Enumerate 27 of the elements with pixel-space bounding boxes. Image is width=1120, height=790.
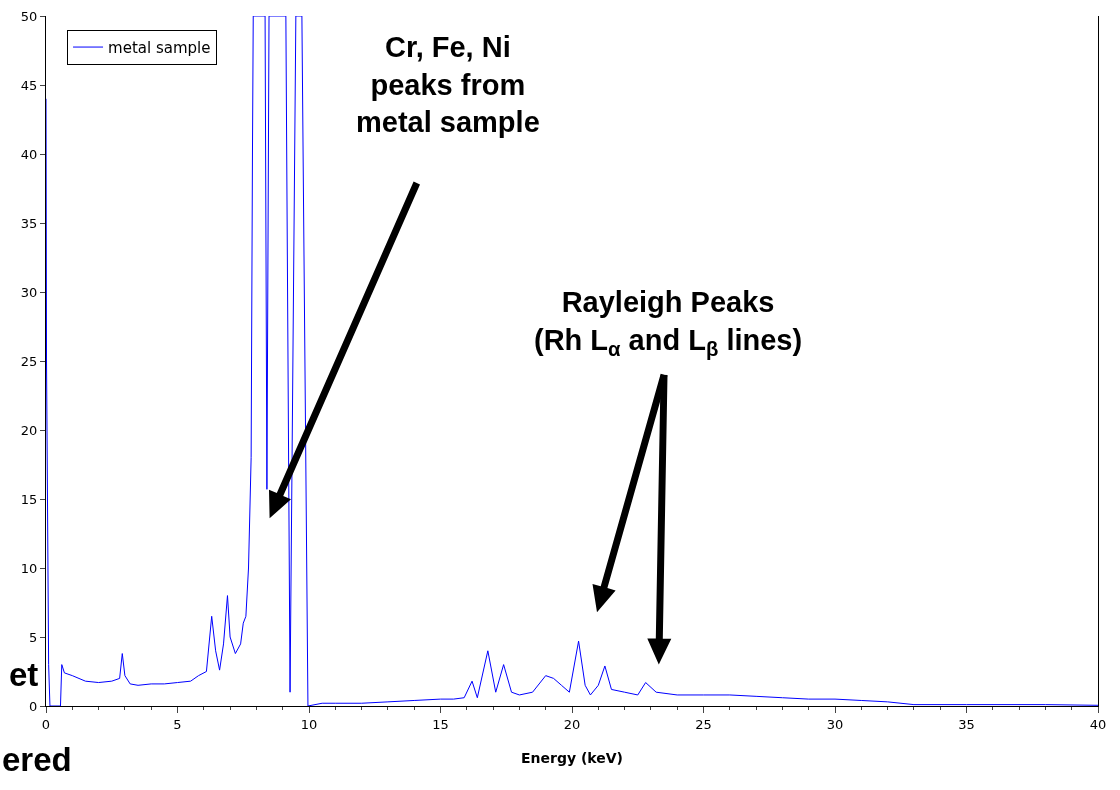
annotation: Rayleigh Peaks (Rh L$_{α}$ and L$_{β}$ lines) — [534, 286, 803, 360]
x-tick-label: 40 — [1089, 716, 1107, 732]
x-tick-label: 20 — [563, 716, 581, 732]
y-tick-label: 20 — [20, 422, 38, 438]
x-tick-label: 5 — [173, 716, 182, 732]
x-tick-label: 0 — [41, 716, 51, 732]
text: ered — [2, 741, 72, 778]
y-tick-label: 45 — [20, 77, 38, 93]
x-tick-label: 35 — [958, 716, 975, 732]
text: et — [9, 656, 39, 693]
y-tick-label: 35 — [20, 215, 38, 231]
line-series — [46, 16, 1098, 706]
y-tick-label: 40 — [20, 146, 38, 162]
x-axis-title: Energy (keV) — [520, 749, 624, 766]
x-tick-label: 10 — [300, 716, 318, 732]
x-tick-label: 25 — [695, 716, 712, 732]
y-tick-label: 30 — [20, 284, 38, 300]
annotation: Cr, Fe, Ni peaks from metal sample — [356, 31, 540, 139]
y-tick-label: 5 — [29, 629, 38, 645]
legend-label: metal sample — [108, 38, 211, 57]
y-tick-label: 15 — [20, 491, 38, 507]
y-tick-label: 50 — [20, 8, 38, 24]
y-tick-label: 25 — [20, 353, 38, 369]
y-tick-label: 10 — [20, 560, 38, 576]
y-tick-label: 0 — [29, 698, 38, 714]
x-tick-label: 30 — [826, 716, 844, 732]
x-tick-label: 15 — [432, 716, 449, 732]
